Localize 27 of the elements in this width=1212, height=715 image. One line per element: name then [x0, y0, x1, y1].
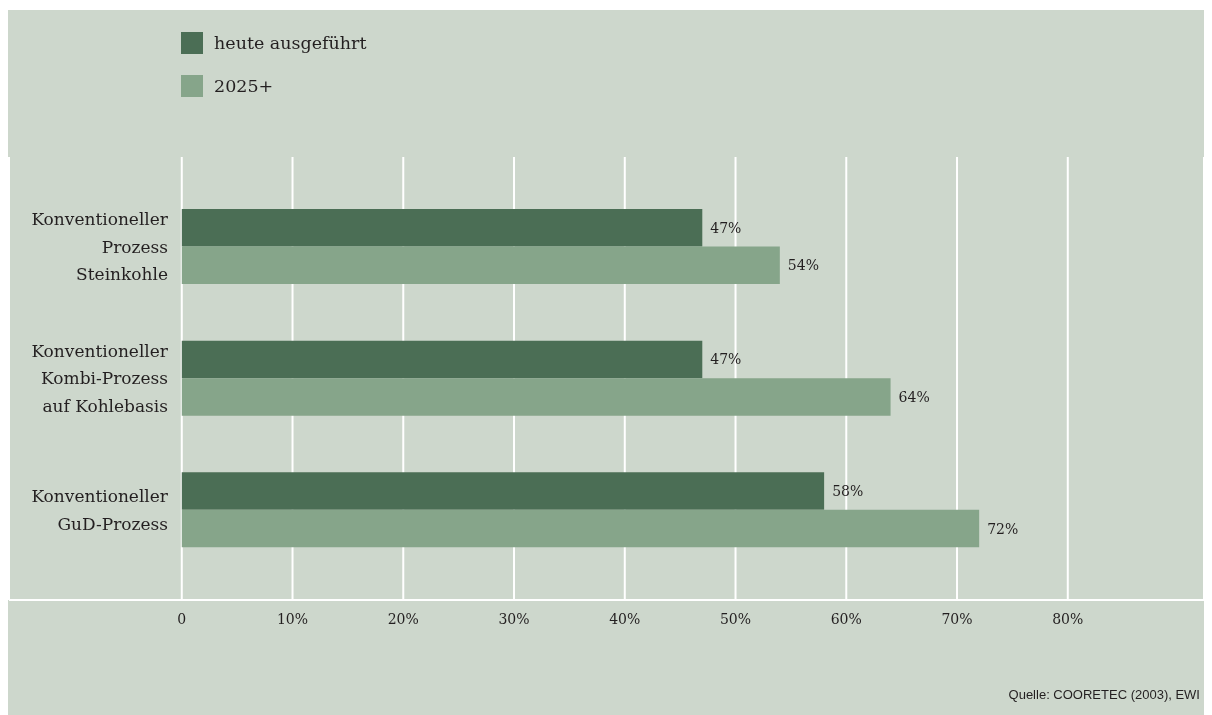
source-note: Quelle: COORETEC (2003), EWI: [1008, 687, 1200, 702]
x-tick-label: 60%: [830, 610, 862, 627]
x-tick-label: 80%: [1052, 610, 1084, 627]
x-tick-label: 20%: [387, 610, 419, 627]
bar: [181, 209, 703, 247]
data-label: 58%: [832, 483, 864, 500]
bar: [181, 246, 780, 284]
data-label: 54%: [787, 257, 819, 274]
y-tick-label: Konventioneller GuD-Prozess: [31, 486, 169, 534]
data-label: 72%: [987, 520, 1019, 537]
x-tick-label: 40%: [609, 610, 641, 627]
bar: [181, 472, 825, 510]
x-tick-label: 10%: [276, 610, 309, 627]
x-tick-label: 0: [177, 610, 187, 627]
x-tick-label: 70%: [941, 610, 973, 627]
data-label: 64%: [898, 388, 930, 405]
x-tick-label: 30%: [498, 610, 530, 627]
x-tick-label: 50%: [719, 610, 752, 627]
bar: [181, 509, 980, 548]
y-tick-label: Konventioneller Prozess Steinkohle: [31, 209, 169, 285]
data-label: 47%: [710, 351, 742, 368]
bar: [181, 340, 703, 379]
legend-label: heute ausgeführt: [214, 33, 367, 53]
y-tick-label: Konventioneller Kombi-Prozess auf Kohlebasis: [31, 340, 169, 416]
data-label: 47%: [710, 219, 742, 236]
bar: [181, 378, 891, 416]
legend-label: 2025+: [214, 76, 274, 96]
